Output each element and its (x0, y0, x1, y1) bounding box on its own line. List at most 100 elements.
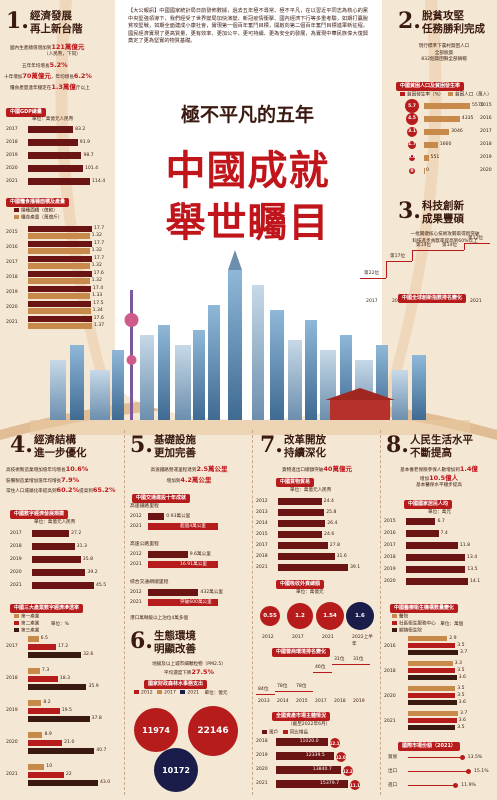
medical-value-label: 3.6 (458, 675, 466, 680)
trade-bar (278, 564, 348, 571)
grain-output-bar (28, 278, 90, 284)
fund-value-label: 11020.0 (299, 739, 319, 744)
income-bar (406, 578, 468, 585)
intro-paragraph: 【大公報訊】中國國家統計局日前發佈數據，過去五年極不尋常、極不平凡，在以習近平同… (128, 8, 368, 45)
section3-lines: 一批關鍵核心技術攻關取得新突破 科技進步貢獻率提高到60%以上 (410, 232, 480, 244)
trade-bar-chart: 2012 24.4 2013 25.8 2014 26.4 2015 24.6 2017 27.8… (256, 498, 376, 574)
grain-area-bar (28, 301, 92, 307)
medical-bar-chart: 2016 2.9 3.5 3.7 2018 3.3 3.5 3.6 2020 3.5 3.5 3.6 2… (384, 636, 494, 736)
section2-title-1: 脫貧攻堅 (422, 10, 464, 22)
medical-value-label: 3.6 (458, 718, 466, 723)
innovation-step (360, 278, 386, 279)
gdp-bar (28, 178, 90, 185)
intl-dot (453, 783, 459, 788)
trade-value-label: 24.6 (324, 532, 335, 537)
transport-group-label: 高速鐵路里程 (130, 504, 159, 509)
transport-bar-b (148, 523, 218, 530)
medical-year-label: 2016 (384, 644, 396, 649)
innovation-rank-label: 第17位 (390, 253, 406, 259)
forest-chart-title: 國家財政森林水事務支出 (144, 680, 208, 689)
section8-title-1: 人民生活水平 (410, 434, 473, 446)
divider-2 (252, 430, 253, 795)
trade-value-label: 26.4 (327, 521, 338, 526)
innovation-step-riser (464, 243, 465, 250)
section1-stat3: 十年增加70萬億元，年均增長6.2% (4, 72, 92, 80)
poverty-year-label: 2015 (480, 103, 492, 108)
grain-area-bar (28, 226, 92, 232)
medical-legend: 醫院 社區衛生服務中心 單位：萬個 鄉鎮衛生院 (392, 614, 463, 635)
section7-line: 貨物進出口總額突破40萬億元 (282, 465, 352, 473)
gdp-bar (28, 139, 78, 146)
trade-value-label: 39.1 (350, 565, 361, 570)
grain-area-bar (28, 316, 92, 322)
fund-bar (276, 780, 348, 788)
income-year-label: 2017 (384, 543, 396, 548)
intl-share-list: 貿易 13.5% 出口 15.1% 進口 11.9% (384, 754, 494, 798)
innovation-rank-label: 第14位 (442, 243, 458, 248)
section8-title-2: 不斷提高 (410, 447, 452, 459)
fund-year-label: 2020 (256, 767, 268, 772)
section1-stat1: 國內生產總值增加到121萬億元 (10, 43, 85, 51)
fdi-chart-unit: 單位：萬億元 (296, 590, 324, 595)
grain-output-bar (28, 248, 90, 254)
grain-output-label: 1.33 (92, 293, 103, 298)
section1-title-1: 經濟發展 (30, 10, 72, 22)
life-chart-title: 中國國家居民人均 (404, 500, 453, 509)
market-rank-label: 31位 (353, 657, 364, 662)
income-year-label: 2015 (384, 519, 396, 524)
poverty-year-label: 2020 (480, 168, 492, 173)
medical-year-label: 2020 (384, 694, 396, 699)
innovation-step (464, 243, 490, 244)
transport-value-b: 超過4萬公里 (180, 524, 206, 529)
intl-value: 13.5% (467, 755, 483, 760)
transport-bar-b (148, 599, 218, 606)
section8-number: 8. (386, 432, 409, 458)
grain-output-label: 1.32 (91, 248, 102, 253)
trade-year-label: 2021 (256, 565, 268, 570)
share-bar (28, 716, 90, 722)
grain-output-label: 1.32 (91, 278, 102, 283)
fdi-circle: 0.55 (259, 605, 281, 627)
share-value-label: 21.0 (64, 740, 75, 745)
section4-title-1: 經濟結構 (34, 434, 76, 446)
innovation-step (412, 250, 438, 251)
fund-bar (276, 766, 341, 774)
digital-bar (32, 569, 86, 576)
transport-year-label: 2012 (130, 514, 142, 519)
medical-year-label: 2021 (384, 719, 396, 724)
share-year-label: 2019 (6, 708, 18, 713)
gdp-year-label: 2021 (6, 179, 18, 184)
medical-value-label: 3.5 (457, 643, 465, 648)
share-bar (28, 748, 95, 754)
transport-year-label: 2012 (130, 552, 142, 557)
fdi-year-label: 2012 (262, 635, 274, 640)
innovation-year-label: 2018 (392, 298, 404, 305)
income-value-label: 13.5 (467, 567, 478, 572)
fdi-chart-title: 中國吸收外資總額 (276, 580, 325, 589)
divider-3 (380, 430, 381, 795)
medical-bar (408, 636, 448, 641)
trade-year-label: 2017 (256, 543, 268, 548)
gdp-value-label: 114.4 (92, 179, 106, 184)
grain-chart-title: 中國糧食播種面積及產量 (6, 198, 70, 207)
share-year-label: 2017 (6, 644, 18, 649)
share-value-label: 19.5 (61, 708, 72, 713)
poverty-people-label: 551 (430, 155, 440, 160)
market-year-label: 2014 (277, 699, 289, 704)
digital-chart-unit: 單位：萬億元人民幣 (34, 520, 76, 525)
section1-stat2: 五年年均增長5.2% (22, 61, 68, 69)
share-value-label: 40.7 (96, 748, 107, 753)
poverty-chart: 5.7 5575 2015 4.5 4335 2016 3.1 3046 2017 1.7 1660… (394, 99, 494, 184)
intl-label: 貿易 (388, 755, 398, 760)
innovation-step (438, 250, 464, 251)
income-value-label: 6.7 (437, 519, 445, 524)
digital-year-label: 2019 (10, 557, 22, 562)
grain-area-label: 17.5 (93, 301, 104, 306)
intl-line (408, 785, 456, 786)
intl-label: 進口 (388, 783, 398, 788)
medical-value-label: 2.9 (449, 636, 457, 641)
section6-title-1: 生態環境 (154, 630, 196, 642)
grain-year-label: 2018 (6, 275, 18, 280)
trade-year-label: 2018 (256, 554, 268, 559)
grain-area-label: 17.7 (94, 256, 105, 261)
